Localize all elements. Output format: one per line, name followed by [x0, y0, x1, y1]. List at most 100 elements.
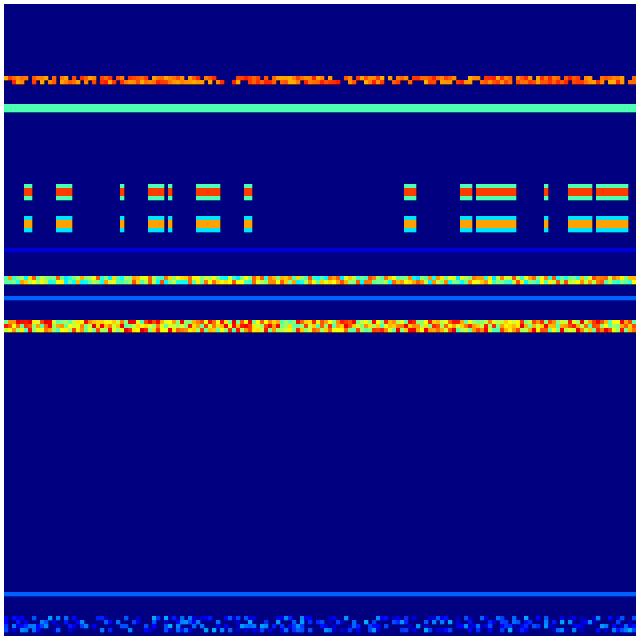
heatmap-cell: [212, 628, 217, 633]
heatmap-cell: [588, 280, 593, 285]
heatmap-cell: [460, 324, 465, 329]
heatmap-cell: [132, 280, 137, 285]
heatmap-cell: [508, 624, 513, 629]
heatmap-cell: [340, 620, 345, 625]
heatmap-cell: [528, 276, 533, 281]
heatmap-cell: [284, 328, 289, 333]
heatmap-cell: [408, 80, 413, 85]
heatmap-cell: [596, 328, 601, 333]
heatmap-cell: [164, 620, 169, 625]
heatmap-cell: [596, 220, 629, 225]
heatmap-cell: [628, 80, 633, 85]
heatmap-cell: [88, 280, 93, 285]
heatmap-cell: [568, 280, 573, 285]
heatmap-cell: [20, 276, 25, 281]
heatmap-cell: [376, 616, 381, 621]
heatmap-cell: [472, 320, 477, 325]
heatmap-cell: [152, 76, 157, 81]
heatmap-cell: [628, 320, 633, 325]
heatmap-cell: [184, 620, 189, 625]
heatmap-cell: [248, 624, 253, 629]
heatmap-cell: [276, 324, 281, 329]
heatmap-cell: [60, 324, 65, 329]
heatmap-cell: [348, 328, 353, 333]
heatmap-cell: [168, 628, 173, 633]
heatmap-cell: [524, 620, 529, 625]
heatmap-cell: [328, 76, 333, 81]
heatmap-cell: [248, 328, 253, 333]
heatmap-cell: [624, 280, 629, 285]
heatmap-cell: [400, 328, 405, 333]
heatmap-cell: [452, 328, 457, 333]
heatmap-cell: [180, 76, 185, 81]
heatmap-cell: [448, 276, 453, 281]
heatmap-cell: [200, 324, 205, 329]
heatmap-cell: [560, 276, 565, 281]
heatmap-cell: [72, 276, 77, 281]
heatmap-cell: [120, 184, 125, 189]
heatmap-cell: [528, 80, 533, 85]
heatmap-cell: [312, 328, 317, 333]
heatmap-cell: [516, 76, 521, 81]
heatmap-cell: [564, 76, 569, 81]
heatmap-cell: [32, 616, 37, 621]
heatmap-cell: [312, 320, 317, 325]
heatmap-cell: [364, 76, 369, 81]
heatmap-cell: [568, 216, 593, 221]
heatmap-cell: [100, 276, 105, 281]
heatmap-cell: [40, 328, 45, 333]
heatmap-cell: [280, 280, 285, 285]
heatmap-cell: [232, 328, 237, 333]
heatmap-cell: [8, 76, 13, 81]
heatmap-cell: [544, 184, 549, 189]
heatmap-cell: [4, 324, 9, 329]
heatmap-cell: [600, 320, 605, 325]
heatmap-cell: [16, 276, 21, 281]
heatmap-cell: [368, 320, 373, 325]
heatmap-cell: [80, 624, 85, 629]
heatmap-cell: [544, 228, 549, 233]
heatmap-cell: [580, 320, 585, 325]
heatmap-cell: [4, 592, 636, 597]
heatmap-cell: [616, 324, 621, 329]
heatmap-cell: [120, 216, 125, 221]
heatmap-cell: [280, 76, 285, 81]
heatmap-cell: [348, 320, 353, 325]
heatmap-cell: [240, 280, 245, 285]
heatmap-cell: [36, 320, 41, 325]
heatmap-cell: [572, 320, 577, 325]
heatmap-cell: [516, 320, 521, 325]
heatmap-cell: [52, 80, 57, 85]
heatmap-cell: [544, 320, 549, 325]
heatmap-cell: [340, 628, 345, 633]
heatmap-cell: [464, 324, 469, 329]
heatmap-cell: [524, 616, 529, 621]
heatmap-cell: [496, 80, 501, 85]
heatmap-cell: [208, 280, 213, 285]
heatmap-cell: [604, 328, 609, 333]
heatmap-cell: [592, 280, 597, 285]
heatmap-cell: [572, 280, 577, 285]
heatmap-cell: [248, 320, 253, 325]
heatmap-cell: [620, 276, 625, 281]
heatmap-cell: [392, 276, 397, 281]
heatmap-cell: [64, 276, 69, 281]
heatmap-cell: [104, 616, 109, 621]
heatmap-cell: [476, 280, 481, 285]
heatmap-cell: [188, 620, 193, 625]
heatmap-cell: [400, 628, 405, 633]
heatmap-cell: [96, 280, 101, 285]
heatmap-cell: [92, 280, 97, 285]
heatmap-cell: [56, 320, 61, 325]
heatmap-cell: [116, 324, 121, 329]
heatmap-cell: [24, 216, 33, 221]
heatmap-cell: [480, 624, 485, 629]
heatmap-cell: [124, 320, 129, 325]
heatmap-cell: [476, 328, 481, 333]
heatmap-cell: [512, 320, 517, 325]
heatmap-cell: [580, 620, 585, 625]
heatmap-cell: [496, 616, 501, 621]
heatmap-cell: [476, 220, 517, 225]
heatmap-cell: [184, 320, 189, 325]
heatmap-cell: [368, 324, 373, 329]
